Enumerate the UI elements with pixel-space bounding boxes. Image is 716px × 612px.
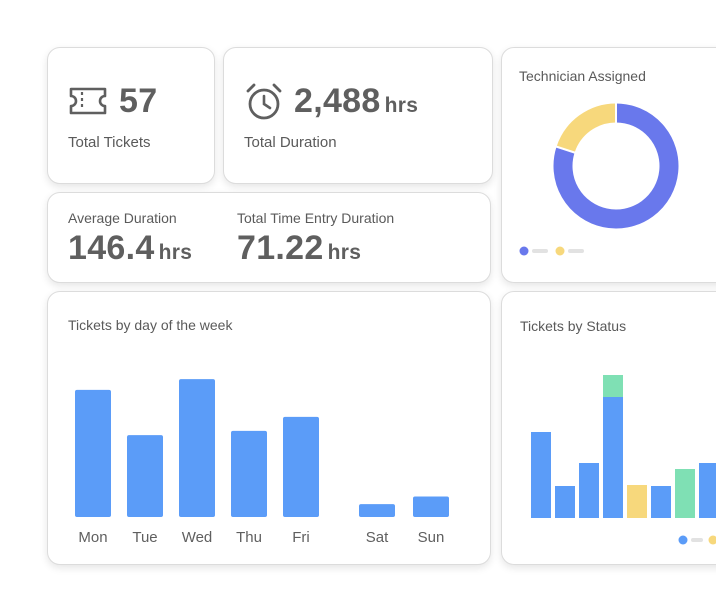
average-duration-unit: hrs bbox=[158, 241, 193, 264]
tickets-by-day-card: Tickets by day of the week Mon Tue Wed Thu F… bbox=[47, 291, 491, 565]
total-duration-label: Total Duration bbox=[244, 134, 337, 151]
total-tickets-card: 57 Total Tickets bbox=[47, 47, 215, 184]
day-tick-label: Sat bbox=[366, 529, 389, 546]
tickets-by-day-title: Tickets by day of the week bbox=[68, 317, 233, 333]
day-bar[interactable] bbox=[179, 379, 215, 517]
status-bar-segment[interactable] bbox=[627, 485, 647, 518]
legend-label-placeholder bbox=[568, 249, 584, 253]
legend-dot[interactable] bbox=[678, 535, 688, 545]
status-bar-segment[interactable] bbox=[531, 432, 551, 518]
total-duration-value: 2,488 hrs bbox=[294, 82, 418, 121]
legend-label-placeholder bbox=[532, 249, 548, 253]
status-bar-segment[interactable] bbox=[579, 463, 599, 518]
status-bar-segment[interactable] bbox=[699, 463, 716, 518]
tickets-by-status-card: Tickets by Status bbox=[501, 291, 716, 565]
legend-dot[interactable] bbox=[519, 246, 529, 256]
time-entry-duration-number: 71.22 bbox=[237, 229, 324, 267]
day-tick-label: Mon bbox=[78, 529, 107, 546]
ticket-icon bbox=[69, 87, 107, 115]
alarm-clock-icon bbox=[246, 83, 282, 120]
tickets-by-status-title: Tickets by Status bbox=[520, 318, 627, 334]
day-tick-label: Thu bbox=[236, 529, 262, 546]
day-bar[interactable] bbox=[283, 416, 319, 517]
durations-card: Average Duration 146.4 hrs Total Time Ent… bbox=[47, 192, 491, 283]
time-entry-duration-label: Total Time Entry Duration bbox=[237, 210, 395, 226]
total-tickets-label: Total Tickets bbox=[68, 134, 151, 151]
day-tick-label: Fri bbox=[292, 529, 310, 546]
tickets-by-status-chart bbox=[531, 375, 716, 545]
status-bar-segment[interactable] bbox=[555, 486, 575, 518]
day-bar[interactable] bbox=[359, 504, 395, 517]
time-entry-duration-unit: hrs bbox=[327, 241, 362, 264]
time-entry-duration-value: 71.22 hrs bbox=[237, 229, 361, 268]
donut-slice-separator bbox=[555, 145, 576, 154]
day-bar[interactable] bbox=[75, 389, 111, 517]
status-bar-segment[interactable] bbox=[603, 397, 623, 518]
day-bar[interactable] bbox=[231, 430, 267, 517]
average-duration-number: 146.4 bbox=[68, 229, 155, 267]
day-bar[interactable] bbox=[413, 496, 449, 517]
day-tick-label: Sun bbox=[418, 529, 445, 546]
day-tick-label: Wed bbox=[182, 529, 213, 546]
donut-slice[interactable] bbox=[553, 103, 679, 229]
technician-donut-chart bbox=[519, 102, 679, 256]
total-duration-number: 2,488 bbox=[294, 82, 381, 120]
average-duration-value: 146.4 hrs bbox=[68, 229, 192, 268]
legend-dot[interactable] bbox=[708, 535, 716, 545]
status-bar-segment[interactable] bbox=[603, 375, 623, 397]
legend-dot[interactable] bbox=[555, 246, 565, 256]
total-duration-unit: hrs bbox=[384, 94, 419, 117]
total-duration-card: 2,488 hrs Total Duration bbox=[223, 47, 493, 184]
total-tickets-value: 57 bbox=[119, 82, 158, 120]
legend-label-placeholder bbox=[691, 538, 703, 542]
tickets-by-day-chart: Mon Tue Wed Thu Fri Sat Sun bbox=[75, 379, 449, 546]
technician-assigned-card: Technician Assigned bbox=[501, 47, 716, 283]
day-bar[interactable] bbox=[127, 435, 163, 517]
technician-assigned-title: Technician Assigned bbox=[519, 68, 646, 84]
donut-slice[interactable] bbox=[556, 103, 617, 154]
status-bar-segment[interactable] bbox=[675, 469, 695, 518]
average-duration-label: Average Duration bbox=[68, 210, 177, 226]
status-bar-segment[interactable] bbox=[651, 486, 671, 518]
day-tick-label: Tue bbox=[132, 529, 157, 546]
